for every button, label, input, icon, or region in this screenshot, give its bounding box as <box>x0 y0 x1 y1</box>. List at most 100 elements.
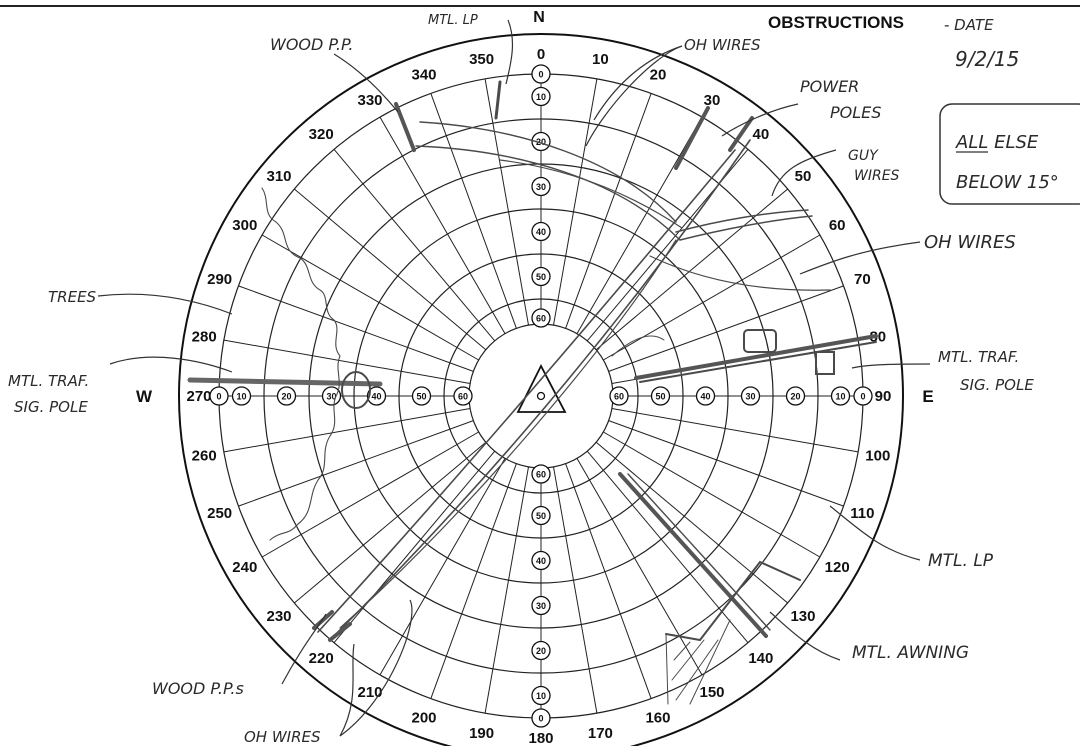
elev-label-270-20: 20 <box>281 392 291 402</box>
wood-pp-nw <box>394 102 416 152</box>
azimuth-label-200: 200 <box>412 709 437 726</box>
mtl-awning-outline <box>665 560 801 642</box>
signal-head-west <box>341 371 371 409</box>
elev-circle-180-50 <box>531 505 551 526</box>
elev-label-270-0: 0 <box>216 392 221 402</box>
elev-circle-90-30 <box>740 386 761 406</box>
azimuth-label-220: 220 <box>309 650 334 667</box>
azimuth-label-60: 60 <box>829 217 846 234</box>
oh-wires-right-sketch <box>649 255 831 291</box>
azimuth-label-10: 10 <box>592 51 609 68</box>
azimuth-label-40: 40 <box>752 126 769 143</box>
azimuth-label-50: 50 <box>795 168 812 185</box>
radial-60 <box>603 234 821 361</box>
traf-pole-east <box>634 334 878 380</box>
azimuth-label-250: 250 <box>207 505 232 522</box>
oh-wires-top-2 <box>415 145 681 241</box>
diagonal-wire-1 <box>317 149 736 633</box>
elev-circle-90-10 <box>830 386 851 406</box>
azimuth-label-190: 190 <box>469 725 494 742</box>
signal-head-east-1 <box>743 329 777 353</box>
elev-label-270-50: 50 <box>416 392 426 402</box>
azimuth-label-140: 140 <box>748 650 773 667</box>
radial-10 <box>553 78 598 326</box>
label-oh-wires-bottom: OH WIRES <box>244 728 321 746</box>
radial-110 <box>608 420 844 507</box>
radial-330 <box>379 116 506 334</box>
label-wood-pp: WOOD P.P. <box>270 35 353 54</box>
elev-label-180-20: 20 <box>536 646 546 656</box>
elev-circle-180-10 <box>531 685 551 706</box>
trees-outline <box>261 187 341 541</box>
cardinal-north: N <box>533 9 545 26</box>
elev-label-0-50: 50 <box>536 272 546 282</box>
wood-pps-sw-2 <box>328 622 352 642</box>
radial-230 <box>294 441 487 604</box>
azimuth-labels: 0 102030405060708090100110120130140150160… <box>186 46 891 746</box>
radial-220 <box>333 450 496 643</box>
elev-circle-90-20 <box>785 386 806 406</box>
azimuth-label-180: 180 <box>528 730 553 746</box>
radial-350 <box>484 78 529 326</box>
elev-label-180-10: 10 <box>536 691 546 701</box>
label-trees: TREES <box>48 288 97 306</box>
elev-circle-90-40 <box>695 386 716 406</box>
power-pole-ne-2 <box>728 116 754 152</box>
label-mtl-lp-right: MTL. LP <box>928 551 994 571</box>
radial-150 <box>576 458 703 676</box>
elev-label-180-40: 40 <box>536 556 546 566</box>
azimuth-label-270: 270 <box>186 388 211 405</box>
azimuth-label-90: 90 <box>875 388 892 405</box>
oh-wires-top-3 <box>499 159 683 229</box>
ring-outer <box>178 33 904 746</box>
radial-280 <box>223 339 471 384</box>
radial-70 <box>608 285 844 372</box>
elev-circle-0-60 <box>531 308 551 328</box>
note-line-2: BELOW 15° <box>956 172 1059 193</box>
elev-label-270-10: 10 <box>236 392 246 402</box>
center-dot <box>536 391 546 401</box>
elev-circle-0-10 <box>531 86 551 107</box>
elev-circle-0-20 <box>531 131 551 152</box>
azimuth-label-340: 340 <box>412 67 437 84</box>
elev-label-90-10: 10 <box>835 392 845 402</box>
label-oh-wires-top: OH WIRES <box>684 36 761 54</box>
elev-circle-0-30 <box>531 176 551 197</box>
azimuth-label-150: 150 <box>699 684 724 701</box>
azimuth-label-120: 120 <box>825 559 850 576</box>
label-guy-wires-1: GUY <box>848 148 879 164</box>
azimuth-label-100: 100 <box>865 447 890 464</box>
radial-130 <box>595 441 788 604</box>
label-guy-wires-2: WIRES <box>854 168 900 184</box>
elevation-labels: 0 10 20 30 40 50 60 0 10 20 30 40 50 60 0 10 20 30 40 50 60 0… <box>209 64 873 728</box>
radial-310 <box>294 188 487 351</box>
radial-170 <box>553 466 598 714</box>
azimuth-label-310: 310 <box>266 168 291 185</box>
elev-circle-270-30 <box>321 386 342 406</box>
radial-20 <box>565 93 652 329</box>
guy-wire-2 <box>679 215 813 241</box>
elev-label-90-50: 50 <box>655 392 665 402</box>
radial-240 <box>261 431 479 558</box>
label-power-poles-2: POLES <box>830 103 881 122</box>
label-mtl-traf-left-2: SIG. POLE <box>14 398 88 416</box>
radial-320 <box>333 149 496 342</box>
azimuth-label-160: 160 <box>645 709 670 726</box>
cardinal-east: E <box>922 387 933 406</box>
radial-100 <box>611 408 859 453</box>
header-date-value: 9/2/15 <box>955 47 1019 71</box>
azimuth-label-210: 210 <box>357 684 382 701</box>
radial-290 <box>238 285 474 372</box>
label-mtl-lp-top: MTL. LP <box>428 13 478 28</box>
azimuth-label-350: 350 <box>469 51 494 68</box>
elev-circle-270-50 <box>411 386 432 406</box>
radial-140 <box>586 450 749 643</box>
elev-circle-0-0 <box>531 64 551 84</box>
elev-label-90-0: 0 <box>860 392 865 402</box>
elev-label-180-60: 60 <box>536 470 546 480</box>
elev-label-270-60: 60 <box>458 392 468 402</box>
azimuth-label-80: 80 <box>869 329 886 346</box>
elev-circle-180-60 <box>531 464 551 484</box>
elev-label-0-40: 40 <box>536 227 546 237</box>
